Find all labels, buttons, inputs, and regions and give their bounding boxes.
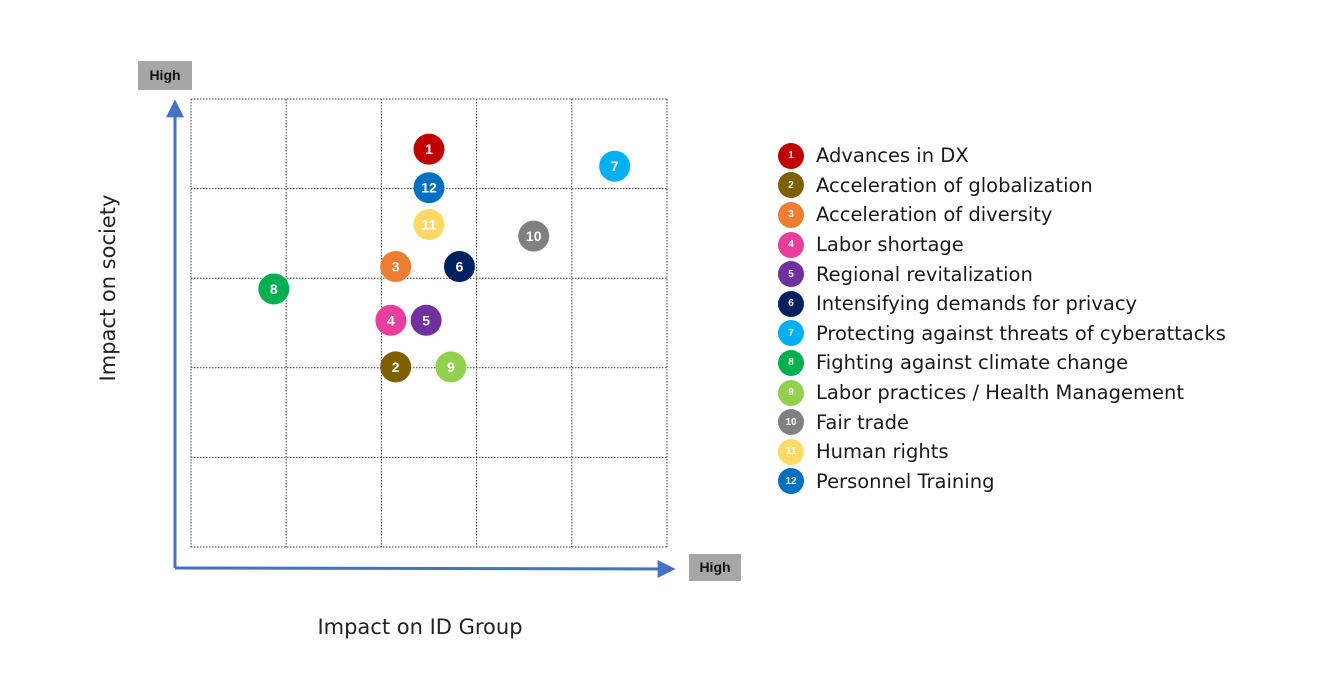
data-point-marker [380,251,412,283]
legend-label: Acceleration of diversity [816,203,1053,227]
legend-badge: 1 [778,142,804,169]
data-point-9: 9 [435,351,467,383]
legend-label: Fighting against climate change [816,351,1129,375]
data-point-marker [443,251,475,283]
data-point-number: 9 [447,359,455,375]
legend-item: 8 Fighting against climate change [778,348,1226,378]
data-point-marker [413,172,445,204]
data-point-11: 11 [413,208,445,240]
legend-badge: 7 [778,320,804,347]
data-point-number: 2 [392,359,400,375]
y-axis-title: Impact on society [96,195,120,382]
data-point-number: 3 [392,259,400,275]
legend-item: 1 Advances in DX [778,141,1226,171]
legend-label: Human rights [816,440,949,464]
plot-grid [190,98,668,548]
legend-label: Labor shortage [816,233,964,257]
data-point-10: 10 [518,220,550,252]
legend-badge: 12 [778,468,804,495]
data-point-number: 12 [421,180,437,196]
data-point-marker [413,133,445,165]
legend-item: 10 Fair trade [778,407,1226,437]
y-high-tag: High [138,61,192,90]
data-point-marker [258,273,290,305]
x-axis-title: Impact on ID Group [317,615,522,639]
legend-badge: 11 [778,438,804,465]
legend-label: Advances in DX [816,144,969,168]
legend-label: Regional revitalization [816,262,1033,286]
data-point-marker [599,150,631,182]
legend-badge: 3 [778,201,804,228]
data-point-8: 8 [258,273,290,305]
data-point-6: 6 [443,251,475,283]
legend-item: 11 Human rights [778,437,1226,467]
legend-badge: 6 [778,290,804,317]
data-point-12: 12 [413,172,445,204]
data-point-number: 10 [526,228,542,244]
data-point-marker [413,208,445,240]
legend-badge: 9 [778,379,804,406]
data-point-number: 7 [611,158,619,174]
legend-label: Protecting against threats of cyberattac… [816,321,1226,345]
data-point-4: 4 [375,304,407,336]
legend-item: 6 Intensifying demands for privacy [778,289,1226,319]
legend-label: Acceleration of globalization [816,173,1093,197]
data-point-3: 3 [380,251,412,283]
legend-item: 5 Regional revitalization [778,259,1226,289]
legend-badge: 8 [778,349,804,376]
legend-label: Fair trade [816,410,909,434]
legend-label: Personnel Training [816,469,995,493]
legend-badge: 10 [778,409,804,436]
chart-legend: 1 Advances in DX 2 Acceleration of globaliz… [778,141,1226,496]
legend-label: Labor practices / Health Management [816,381,1184,405]
data-point-number: 5 [422,312,430,328]
data-point-marker [375,304,407,336]
legend-item: 12 Personnel Training [778,467,1226,497]
legend-badge: 2 [778,172,804,199]
legend-item: 2 Acceleration of globalization [778,171,1226,201]
data-point-number: 4 [387,312,395,328]
legend-item: 4 Labor shortage [778,230,1226,260]
data-point-marker [435,351,467,383]
data-point-number: 6 [456,259,464,275]
legend-badge: 4 [778,231,804,258]
x-axis-arrow [174,559,676,578]
data-point-7: 7 [599,150,631,182]
data-point-2: 2 [380,351,412,383]
data-point-marker [410,304,442,336]
x-high-tag: High [689,554,741,581]
data-point-number: 11 [422,216,437,232]
legend-item: 9 Labor practices / Health Management [778,378,1226,408]
data-point-number: 1 [425,141,433,157]
legend-item: 3 Acceleration of diversity [778,200,1226,230]
data-point-marker [518,220,550,252]
legend-item: 7 Protecting against threats of cyberatta… [778,319,1226,349]
legend-badge: 5 [778,261,804,288]
legend-label: Intensifying demands for privacy [816,292,1138,316]
data-point-5: 5 [410,304,442,336]
data-point-1: 1 [413,133,445,165]
data-point-marker [380,351,412,383]
data-point-number: 8 [270,281,278,297]
x-high-label: High [699,559,730,575]
y-high-label: High [149,67,180,83]
